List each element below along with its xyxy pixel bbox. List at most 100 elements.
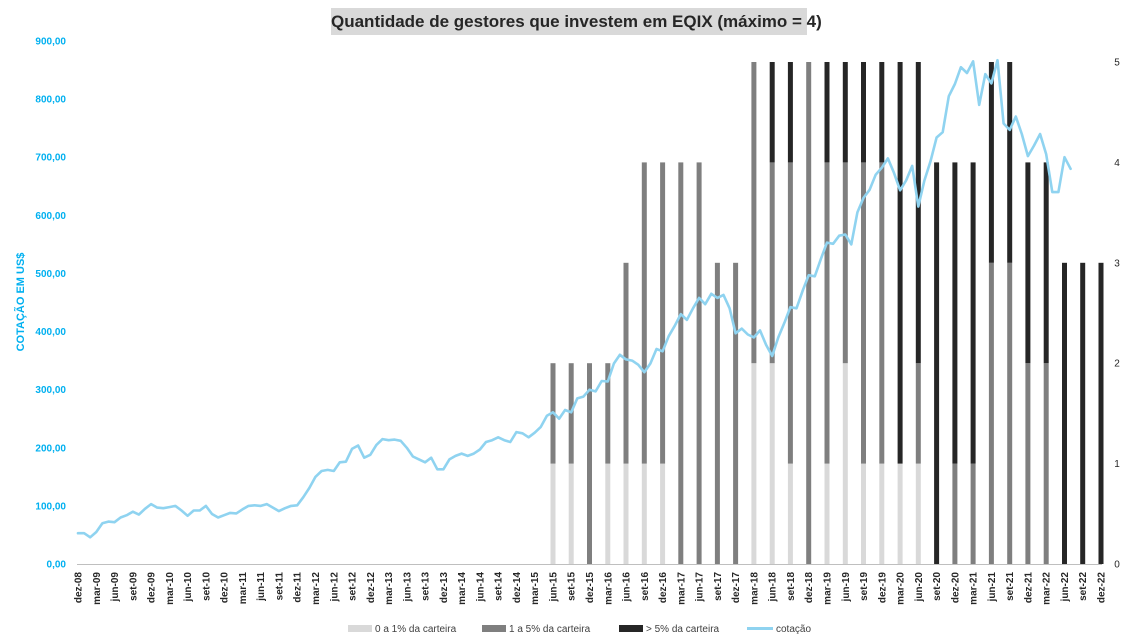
x-tick-label: dez-16 [658,572,669,604]
bar-1-mar-19 [824,463,830,564]
x-tick-label: set-10 [201,572,212,601]
y-left-tick-label: 900,00 [35,37,66,48]
bar-1-mar-16 [605,463,611,564]
bar-3-set-19 [861,62,866,163]
y-right-tick-label: 0 [1114,560,1120,571]
x-tick-label: dez-09 [147,572,158,604]
bar-2-dez-19 [879,162,885,464]
bar-2-dez-18 [806,62,812,564]
x-tick-label: set-19 [859,572,870,601]
x-tick-label: set-13 [421,572,432,601]
x-tick-label: mar-13 [384,572,395,605]
x-tick-label: jun-20 [914,572,925,603]
x-tick-label: set-09 [128,572,139,601]
bar-3-set-20 [934,162,940,564]
bar-1-set-15 [568,463,574,564]
legend-swatch-2 [482,625,506,632]
x-tick-label: dez-15 [585,572,596,604]
y-left-tick-label: 0,00 [47,560,67,571]
x-tick-label: mar-14 [457,572,468,605]
bar-3-jun-20 [915,62,921,364]
x-tick-label: mar-15 [530,572,541,605]
y-right-tick-label: 3 [1114,258,1120,269]
bar-3-set-18 [787,62,793,163]
bar-2-dez-15 [587,363,592,564]
x-tick-label: jun-09 [110,572,121,603]
bar-2-jun-20 [915,363,921,464]
legend-layer: 0 a 1% da carteira 1 a 5% da carteira > 5%… [348,624,811,635]
bar-2-set-19 [861,162,866,464]
bar-1-mar-20 [897,463,903,564]
bar-2-mar-17 [678,162,684,564]
x-tick-label: jun-17 [695,572,706,603]
bar-1-set-16 [641,463,647,564]
y-left-tick-label: 400,00 [35,327,66,338]
bar-2-set-17 [714,262,720,564]
bar-1-mar-18 [751,363,757,564]
price-line [76,58,1072,539]
bar-3-mar-22 [1043,162,1049,364]
x-tick-label: jun-14 [475,572,486,603]
x-tick-label: mar-09 [92,572,103,605]
bar-1-jun-18 [769,363,775,564]
x-tick-label: dez-10 [220,572,231,604]
y-left-tick-label: 600,00 [35,211,66,222]
x-tick-label: dez-13 [439,572,450,604]
y-left-tick-label: 100,00 [35,501,66,512]
y-right-tick-label: 1 [1114,459,1120,470]
x-tick-label: dez-21 [1023,572,1034,604]
y-left-tick-label: 300,00 [35,385,66,396]
bar-2-jun-17 [696,162,702,564]
y-axis-title: COTAÇÃO EM US$ [14,253,27,352]
x-tick-label: dez-08 [74,572,85,604]
bar-2-jun-19 [842,162,848,364]
bar-3-mar-20 [897,62,903,464]
y-left-tick-label: 800,00 [35,95,66,106]
chart-title: Quantidade de gestores que investem em E… [331,12,822,31]
x-tick-label: jun-19 [841,572,852,603]
x-tick-label: dez-11 [293,572,304,603]
x-tick-label: dez-14 [512,572,523,604]
bar-3-mar-19 [824,62,830,163]
bar-1-set-18 [787,463,793,564]
x-tick-label: set-22 [1078,572,1089,601]
x-tick-label: set-16 [640,572,651,601]
x-tick-label: set-15 [567,572,578,601]
legend-swatch-1 [348,625,372,632]
x-tick-label: dez-18 [804,572,815,604]
legend-label-4: cotação [776,624,811,635]
x-tick-label: mar-19 [823,572,834,605]
bar-3-jun-19 [842,62,848,163]
bar-1-jun-16 [623,463,629,564]
y-right-tick-label: 2 [1114,359,1120,370]
y-left-tick-label: 700,00 [35,153,66,164]
legend-label-1: 0 a 1% da carteira [375,624,457,635]
x-tick-label: mar-21 [969,572,980,605]
x-tick-label: set-18 [786,572,797,601]
legend-label-2: 1 a 5% da carteira [509,624,591,635]
bar-3-dez-19 [879,62,885,163]
bar-2-jun-16 [623,262,629,464]
bar-1-dez-19 [879,463,885,564]
bar-2-mar-19 [824,162,830,464]
legend-swatch-3 [619,625,643,632]
bar-2-set-16 [641,162,647,464]
bar-3-set-22 [1080,262,1086,564]
axes-layer: 0,00 100,00 200,00 300,00 400,00 500,00 600,00… [14,37,1120,605]
x-tick-label: dez-19 [877,572,888,604]
x-tick-label: set-14 [494,572,505,601]
bar-1-set-19 [861,463,866,564]
x-tick-label: jun-11 [256,572,267,602]
x-tick-label: set-12 [348,572,359,601]
x-tick-label: mar-11 [238,572,249,605]
x-tick-label: jun-16 [622,572,633,603]
bar-3-jun-18 [769,62,775,163]
bar-3-set-21 [1007,62,1013,263]
y-right-tick-label: 5 [1114,58,1120,69]
x-tick-label: jun-21 [987,572,998,603]
x-tick-label: dez-22 [1097,572,1108,604]
x-tick-label: jun-13 [402,572,413,603]
y-left-tick-label: 200,00 [35,443,66,454]
bar-1-jun-19 [842,363,848,564]
bar-2-dez-20 [952,463,958,564]
